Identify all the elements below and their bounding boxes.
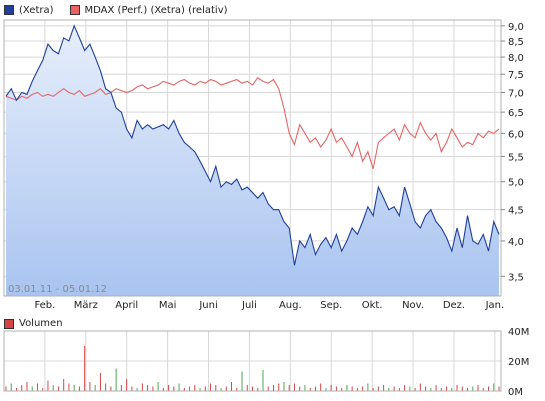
legend-swatch-volume <box>4 318 14 329</box>
price-y-tick-label: 4,5 <box>508 206 524 217</box>
legend-label-volume: Volumen <box>19 318 63 329</box>
price-area <box>6 25 499 297</box>
price-y-tick-label: 3,5 <box>508 272 524 283</box>
volume-legend: Volumen <box>4 318 63 329</box>
volume-plot-frame <box>3 330 502 392</box>
x-tick-label: Sep. <box>320 300 342 311</box>
legend-label-relative: MDAX (Perf.) (Xetra) (relativ) <box>84 4 228 16</box>
x-tick-label: Mai <box>159 300 177 311</box>
x-axis: Feb. März April Mai Juni Juli Aug. Sep. Okt. Nov.… <box>34 300 504 311</box>
price-y-tick-label: 8,5 <box>508 37 524 48</box>
volume-y-tick-label: 0M <box>508 387 523 398</box>
x-tick-label: Aug. <box>279 300 302 311</box>
x-tick-label: Nov. <box>402 300 424 311</box>
price-y-tick-label: 7,5 <box>508 70 524 81</box>
x-tick-label: Dez. <box>443 300 465 311</box>
legend-item-relative[interactable]: MDAX (Perf.) (Xetra) (relativ) <box>69 4 228 16</box>
legend: (Xetra) MDAX (Perf.) (Xetra) (relativ) <box>4 3 238 17</box>
price-y-tick-label: 5,5 <box>508 152 524 163</box>
x-tick-label: Okt. <box>362 300 383 311</box>
price-series-line <box>5 24 500 266</box>
volume-y-axis: 40M 20M 0M <box>508 327 529 398</box>
relative-series-line <box>5 76 500 169</box>
legend-item-price[interactable]: (Xetra) <box>4 5 54 16</box>
x-tick-label: Juni <box>198 300 217 311</box>
price-y-tick-label: 6,0 <box>508 129 524 140</box>
volume-bars <box>5 346 500 391</box>
x-tick-label: Juli <box>241 300 257 311</box>
price-y-tick-label: 5,0 <box>508 178 524 189</box>
x-tick-label: April <box>115 300 138 311</box>
volume-y-tick-label: 40M <box>508 327 529 338</box>
price-y-tick-label: 8,0 <box>508 53 524 64</box>
price-y-tick-label: 6,5 <box>508 108 524 119</box>
volume-grid <box>4 330 501 392</box>
legend-swatch-relative <box>69 5 80 15</box>
price-plot-frame <box>3 19 502 297</box>
date-range-label: 03.01.11 - 05.01.12 <box>8 284 107 295</box>
legend-swatch-price <box>4 5 14 15</box>
price-y-axis: 9,0 8,5 8,0 7,5 7,0 6,5 6,0 5,5 5,0 4,5 4,0 3,5 <box>501 22 524 283</box>
x-tick-label: Jan. <box>485 300 505 311</box>
legend-label-price: (Xetra) <box>19 4 54 16</box>
x-tick-label: März <box>74 300 98 311</box>
volume-y-tick-label: 20M <box>508 357 529 368</box>
price-y-tick-label: 9,0 <box>508 22 524 33</box>
x-tick-label: Feb. <box>34 300 55 311</box>
price-y-tick-label: 7,0 <box>508 88 524 99</box>
price-y-tick-label: 4,0 <box>508 237 524 248</box>
